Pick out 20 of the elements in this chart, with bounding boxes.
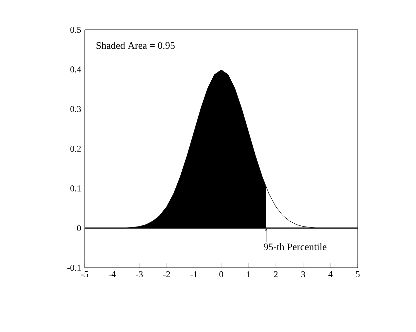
x-tick-label: -2 [163,272,170,278]
x-tick-label: -4 [108,272,116,278]
x-tick-label: 1 [247,272,251,278]
annotation: 95-th Percentile [264,243,327,250]
y-tick-label: 0 [77,225,82,232]
x-tick-label: 5 [356,272,360,278]
y-tick-label: 0.4 [70,66,82,73]
y-tick-label: 0.5 [70,26,82,34]
x-tick-label: 4 [328,272,333,278]
y-tick-label: 0.2 [70,146,81,152]
x-tick-label: -1 [190,272,198,278]
x-tick-label: -3 [136,272,143,278]
y-tick-label: -0.1 [68,264,81,272]
x-tick-label: 0 [220,272,224,278]
y-tick-label: 0.1 [70,186,81,192]
y-tick-label: 0.3 [70,106,82,112]
x-tick-label: 3 [302,272,306,278]
x-tick-label: -5 [82,272,88,278]
annotation: Shaded Area = 0.95 [96,42,175,50]
x-tick-label: 2 [274,272,278,278]
